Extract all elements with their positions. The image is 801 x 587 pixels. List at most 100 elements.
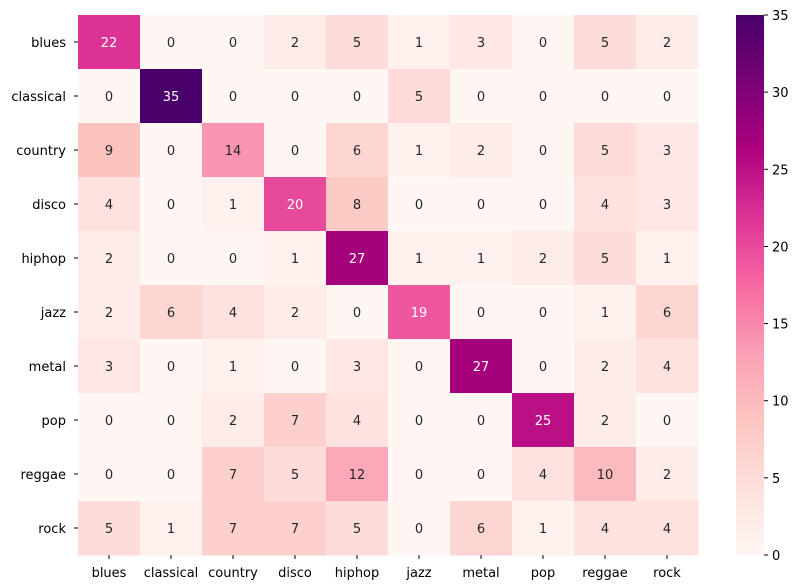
heatmap-cell [140, 69, 203, 124]
cell-value-label: 8 [353, 198, 361, 213]
heatmap-cell [450, 339, 513, 394]
heatmap-cell [512, 393, 575, 448]
x-tick-label: metal [462, 566, 499, 581]
heatmap-cell [326, 177, 389, 232]
heatmap-cell [140, 393, 203, 448]
y-tick-label: disco [32, 198, 66, 213]
cell-value-label: 0 [477, 90, 485, 105]
heatmap-cell [636, 339, 699, 394]
y-tick-label: classical [11, 90, 66, 105]
heatmap-cell [326, 231, 389, 286]
cell-value-label: 0 [539, 36, 547, 51]
cell-value-label: 0 [415, 414, 423, 429]
cell-value-label: 0 [291, 144, 299, 159]
heatmap-cell [388, 177, 451, 232]
heatmap-cell [450, 123, 513, 178]
cell-value-label: 27 [349, 252, 366, 267]
cell-value-label: 4 [229, 306, 237, 321]
colorbar-tick-label: 20 [772, 240, 789, 255]
y-axis: blues classical country disco hiphop jazz meta… [11, 36, 78, 537]
cell-value-label: 1 [663, 252, 671, 267]
cell-value-label: 6 [663, 306, 671, 321]
heatmap-cell [326, 123, 389, 178]
cell-value-label: 0 [229, 36, 237, 51]
cell-value-label: 0 [105, 414, 113, 429]
cell-value-label: 6 [167, 306, 175, 321]
y-tick-label: reggae [20, 468, 66, 483]
colorbar-tick-label: 5 [772, 472, 780, 487]
heatmap-cell [574, 123, 637, 178]
cell-value-label: 0 [477, 306, 485, 321]
heatmap-cell [326, 69, 389, 124]
cell-value-label: 1 [229, 360, 237, 375]
heatmap-cell [264, 15, 327, 70]
cell-value-label: 2 [601, 360, 609, 375]
heatmap-cell [202, 393, 265, 448]
heatmap-cell [388, 501, 451, 556]
x-tick-label: reggae [582, 566, 628, 581]
heatmap-cell [326, 393, 389, 448]
heatmap-cell [78, 123, 141, 178]
colorbar-tick-label: 30 [772, 86, 789, 101]
cell-value-label: 0 [477, 468, 485, 483]
cell-value-label: 0 [477, 414, 485, 429]
heatmap-cell [78, 285, 141, 340]
cell-value-label: 3 [105, 360, 113, 375]
cell-value-label: 5 [601, 144, 609, 159]
heatmap-cell [388, 231, 451, 286]
cell-value-label: 2 [291, 36, 299, 51]
heatmap-cell [326, 447, 389, 502]
colorbar-gradient [736, 15, 764, 555]
heatmap-cell [264, 393, 327, 448]
cell-value-label: 1 [291, 252, 299, 267]
cell-value-label: 0 [291, 360, 299, 375]
heatmap-cell [450, 15, 513, 70]
cell-value-label: 0 [167, 468, 175, 483]
heatmap-cell [78, 69, 141, 124]
cell-value-label: 0 [415, 468, 423, 483]
x-tick-label: pop [531, 566, 555, 581]
cell-value-label: 4 [353, 414, 361, 429]
cell-value-label: 0 [601, 90, 609, 105]
heatmap-cell [450, 501, 513, 556]
cell-value-label: 22 [101, 36, 118, 51]
cell-value-label: 0 [229, 252, 237, 267]
cell-value-label: 20 [287, 198, 304, 213]
colorbar: 0 5 10 15 20 25 30 35 [736, 9, 789, 564]
heatmap-cell [202, 231, 265, 286]
heatmap-cell [636, 123, 699, 178]
cell-value-label: 0 [105, 468, 113, 483]
cell-value-label: 35 [163, 90, 180, 105]
cell-value-label: 5 [353, 36, 361, 51]
heatmap-cell [78, 393, 141, 448]
heatmap-cell [78, 231, 141, 286]
heatmap-cell [512, 285, 575, 340]
heatmap-cell [512, 447, 575, 502]
cell-value-label: 1 [415, 252, 423, 267]
heatmap-cell [388, 285, 451, 340]
heatmap-cell [140, 123, 203, 178]
heatmap-cell [574, 231, 637, 286]
heatmap-cell [636, 285, 699, 340]
cell-value-label: 0 [167, 198, 175, 213]
heatmap-cell [450, 177, 513, 232]
heatmap-cell [512, 339, 575, 394]
cell-value-label: 27 [473, 360, 490, 375]
cell-value-label: 3 [663, 198, 671, 213]
cell-value-label: 0 [415, 198, 423, 213]
x-tick-label: country [208, 566, 258, 581]
heatmap-cell [264, 69, 327, 124]
colorbar-tick-label: 0 [772, 549, 780, 564]
cell-value-label: 7 [229, 522, 237, 537]
cell-value-label: 3 [477, 36, 485, 51]
cell-value-label: 0 [229, 90, 237, 105]
cell-value-label: 7 [229, 468, 237, 483]
heatmap-cell [140, 339, 203, 394]
heatmap-cell [574, 447, 637, 502]
heatmap-cell [202, 15, 265, 70]
heatmap-cell [574, 285, 637, 340]
cell-value-label: 0 [353, 90, 361, 105]
cell-value-label: 3 [663, 144, 671, 159]
cell-value-label: 0 [167, 414, 175, 429]
